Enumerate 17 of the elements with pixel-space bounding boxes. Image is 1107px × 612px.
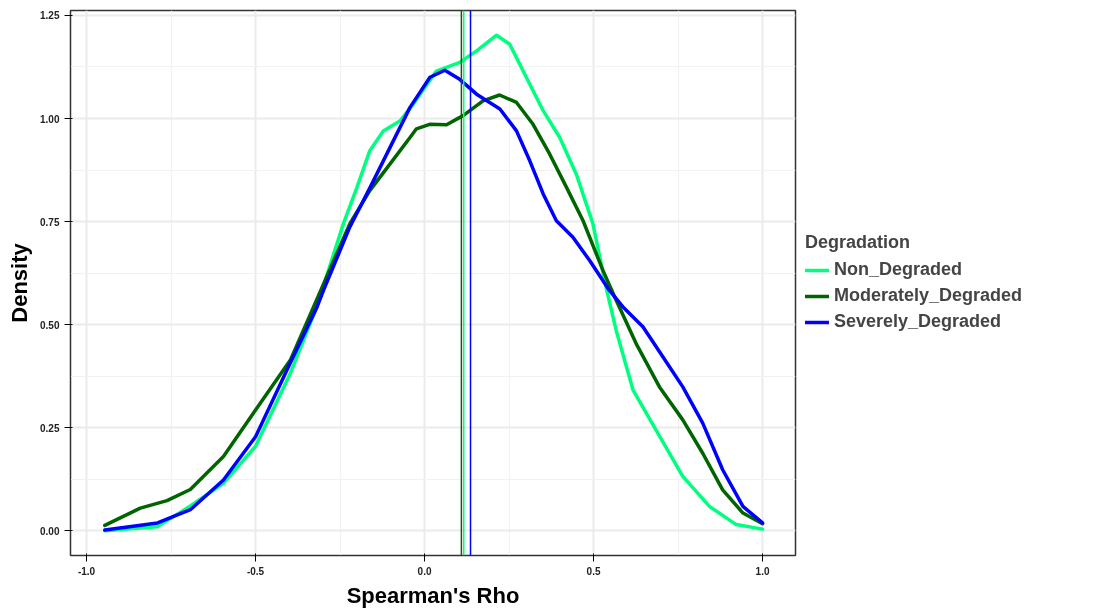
legend-label: Non_Degraded [834, 259, 963, 280]
x-tick-label: -0.5 [246, 565, 265, 577]
legend-label: Severely_Degraded [834, 311, 1002, 332]
x-tick-label: 0.5 [586, 565, 601, 577]
legend-label: Moderately_Degraded [834, 285, 1023, 306]
legend-title: Degradation [805, 231, 911, 253]
y-tick-label: 1.25 [40, 10, 60, 22]
y-tick-label: 0.50 [40, 319, 60, 331]
y-tick-label: 1.00 [40, 113, 60, 125]
y-axis-title: Density [7, 242, 33, 323]
x-tick-label: -1.0 [77, 565, 96, 577]
x-tick-label: 1.0 [755, 565, 770, 577]
y-tick-label: 0.75 [40, 216, 60, 228]
y-tick-label: 0.25 [40, 422, 60, 434]
x-axis-title: Spearman's Rho [346, 582, 520, 608]
y-tick-label: 0.00 [40, 525, 60, 537]
x-tick-label: 0.0 [417, 565, 432, 577]
